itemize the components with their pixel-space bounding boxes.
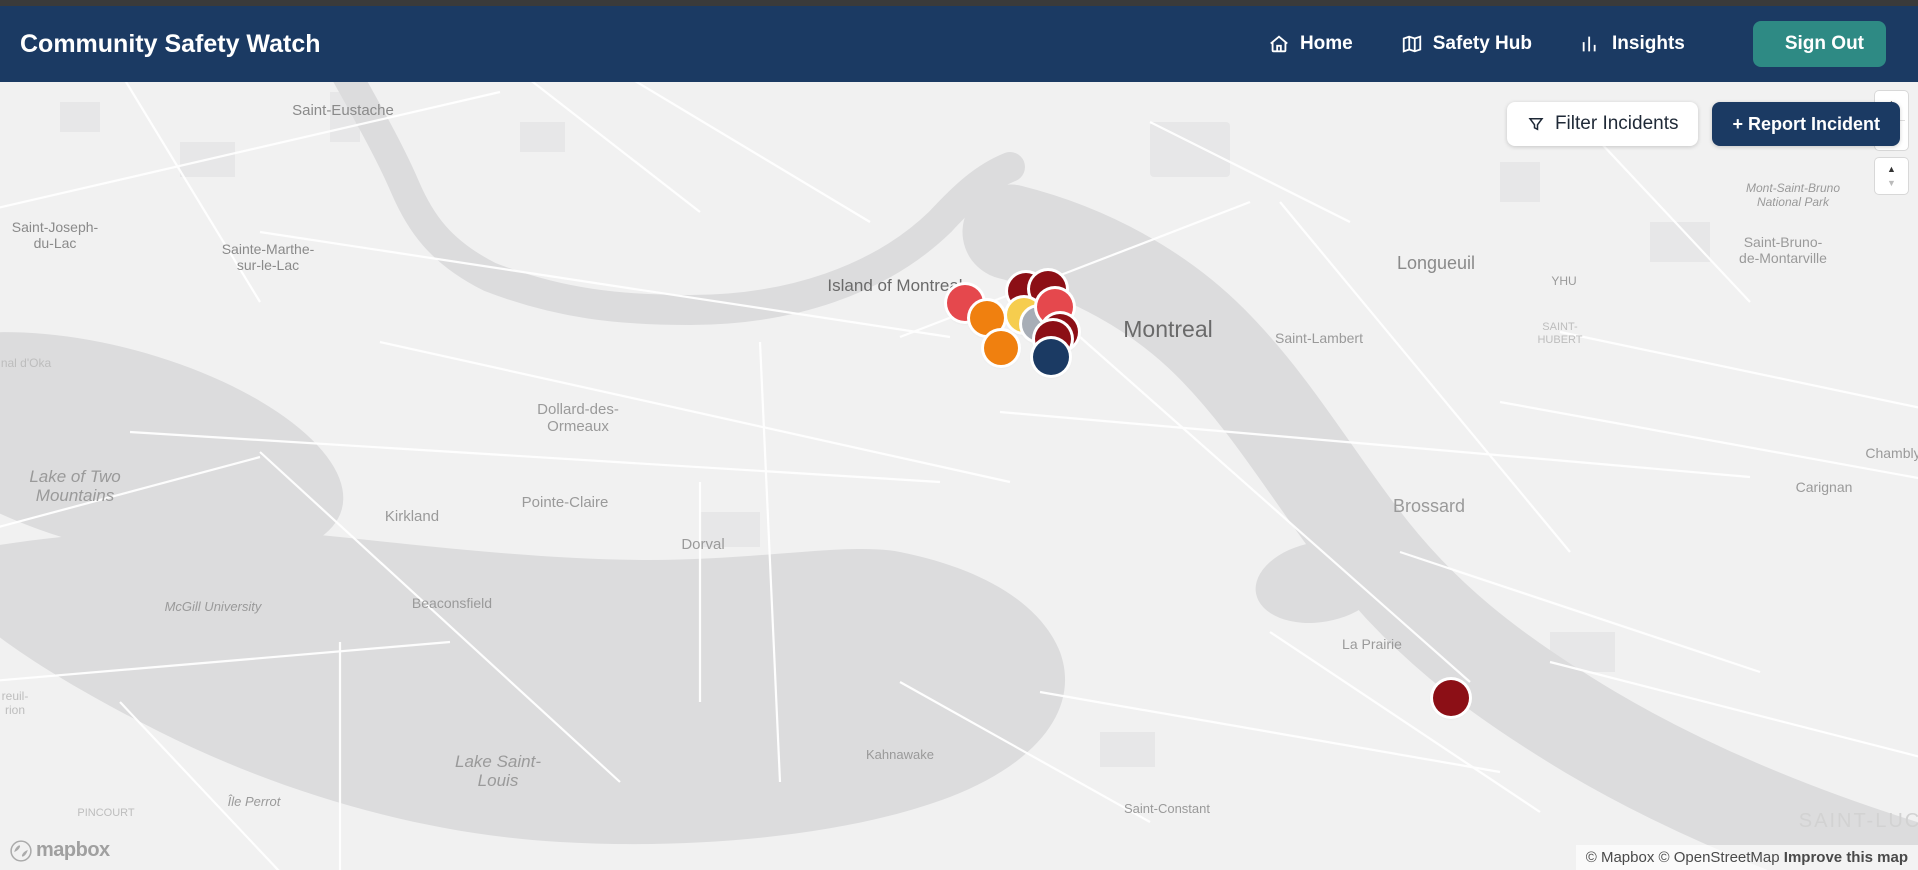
svg-text:Longueuil: Longueuil <box>1397 253 1475 273</box>
svg-text:Saint-Eustache: Saint-Eustache <box>292 102 394 119</box>
svg-text:nal d'Oka: nal d'Oka <box>1 356 52 370</box>
svg-text:YHU: YHU <box>1551 274 1576 288</box>
svg-text:Montreal: Montreal <box>1123 316 1212 342</box>
svg-text:Saint-Bruno-de-Montarville: Saint-Bruno-de-Montarville <box>1739 234 1827 266</box>
svg-text:Île Perrot: Île Perrot <box>228 794 282 809</box>
svg-text:McGill University: McGill University <box>165 599 263 614</box>
svg-text:Beaconsfield: Beaconsfield <box>412 595 492 611</box>
svg-text:PINCOURT: PINCOURT <box>77 807 135 819</box>
svg-text:Saint-Constant: Saint-Constant <box>1124 801 1210 816</box>
svg-text:Brossard: Brossard <box>1393 496 1465 516</box>
svg-text:SAINT-LUC: SAINT-LUC <box>1799 810 1918 832</box>
svg-text:Saint-Lambert: Saint-Lambert <box>1275 330 1363 346</box>
svg-text:SAINT-HUBERT: SAINT-HUBERT <box>1537 321 1582 346</box>
svg-text:Island of Montreal: Island of Montreal <box>827 276 962 295</box>
svg-text:Pointe-Claire: Pointe-Claire <box>522 494 609 511</box>
svg-text:Dollard-des-Ormeaux: Dollard-des-Ormeaux <box>537 401 619 435</box>
svg-text:Dorval: Dorval <box>681 536 724 553</box>
svg-text:reuil-rion: reuil-rion <box>2 689 29 717</box>
svg-text:Chambly: Chambly <box>1865 445 1918 461</box>
svg-text:Kirkland: Kirkland <box>385 508 439 525</box>
svg-text:La Prairie: La Prairie <box>1342 636 1402 652</box>
svg-text:Kahnawake: Kahnawake <box>866 747 934 762</box>
svg-text:Carignan: Carignan <box>1796 479 1853 495</box>
